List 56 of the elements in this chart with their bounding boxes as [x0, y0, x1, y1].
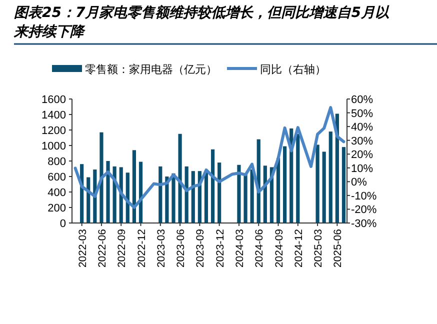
- bar: [296, 134, 300, 223]
- bar: [218, 162, 222, 223]
- line-series: [74, 106, 346, 209]
- y2-tick-label: 20%: [351, 149, 374, 162]
- bar: [328, 132, 332, 223]
- y-tick-label: 1400: [42, 110, 66, 122]
- y2-tick-label: 60%: [351, 94, 374, 106]
- y-tick-label: 1200: [42, 125, 66, 137]
- legend-label: 同比（右轴）: [260, 63, 326, 76]
- x-tick-label: 2022-09: [116, 228, 128, 268]
- y2-tick-label: 50%: [351, 108, 374, 120]
- y2-tick-label: -30%: [351, 218, 377, 230]
- y2-tick-label: 30%: [351, 135, 374, 148]
- bar: [100, 132, 104, 223]
- y-tick-label: 800: [48, 156, 66, 168]
- x-tick-label: 2022-12: [136, 228, 148, 268]
- x-tick-label: 2024-06: [254, 228, 266, 268]
- x-tick-label: 2023-12: [214, 228, 226, 268]
- y-tick-label: 200: [48, 202, 66, 214]
- y-tick-label: 400: [48, 187, 66, 199]
- bar: [316, 144, 320, 223]
- y-tick-label: 0: [60, 218, 66, 230]
- y2-tick-label: -20%: [351, 204, 377, 216]
- x-tick-label: 2022-06: [96, 228, 108, 268]
- x-tick-label: 2022-03: [76, 228, 89, 268]
- legend-label: 零售额：家用电器（亿元）: [85, 63, 217, 76]
- x-tick-label: 2023-09: [194, 228, 207, 268]
- bar: [342, 147, 346, 223]
- title: 图表25：7月家电零售额维持较低增长，但同比增速自5月以来持续下降: [14, 5, 389, 40]
- x-tick-label: 2023-03: [155, 228, 168, 268]
- bar: [178, 134, 182, 223]
- x-tick-label: 2023-06: [175, 228, 188, 268]
- bar: [244, 173, 248, 223]
- x-tick-label: 2024-03: [234, 228, 246, 268]
- y2-tick-label: 10%: [351, 162, 374, 175]
- y2-tick-label: -10%: [351, 190, 377, 202]
- y2-tick-label: 40%: [351, 122, 374, 134]
- y-tick-label: 1600: [42, 94, 66, 106]
- y2-tick-label: 0%: [351, 176, 368, 189]
- bar: [250, 170, 254, 223]
- bar: [210, 149, 215, 223]
- bar: [204, 172, 208, 223]
- bar: [322, 152, 326, 223]
- bar: [191, 171, 195, 223]
- bar: [282, 146, 287, 223]
- bar: [132, 150, 136, 223]
- y-tick-label: 1000: [42, 140, 66, 152]
- bar: [158, 166, 162, 223]
- y-tick-label: 600: [48, 172, 66, 184]
- x-tick-label: 2025-03: [312, 228, 325, 268]
- x-tick-label: 2025-06: [332, 228, 344, 268]
- x-tick-label: 2024-09: [273, 228, 286, 268]
- x-tick-label: 2024-12: [292, 228, 305, 268]
- bar: [237, 164, 241, 223]
- bar: [172, 173, 176, 223]
- bar: [106, 161, 110, 223]
